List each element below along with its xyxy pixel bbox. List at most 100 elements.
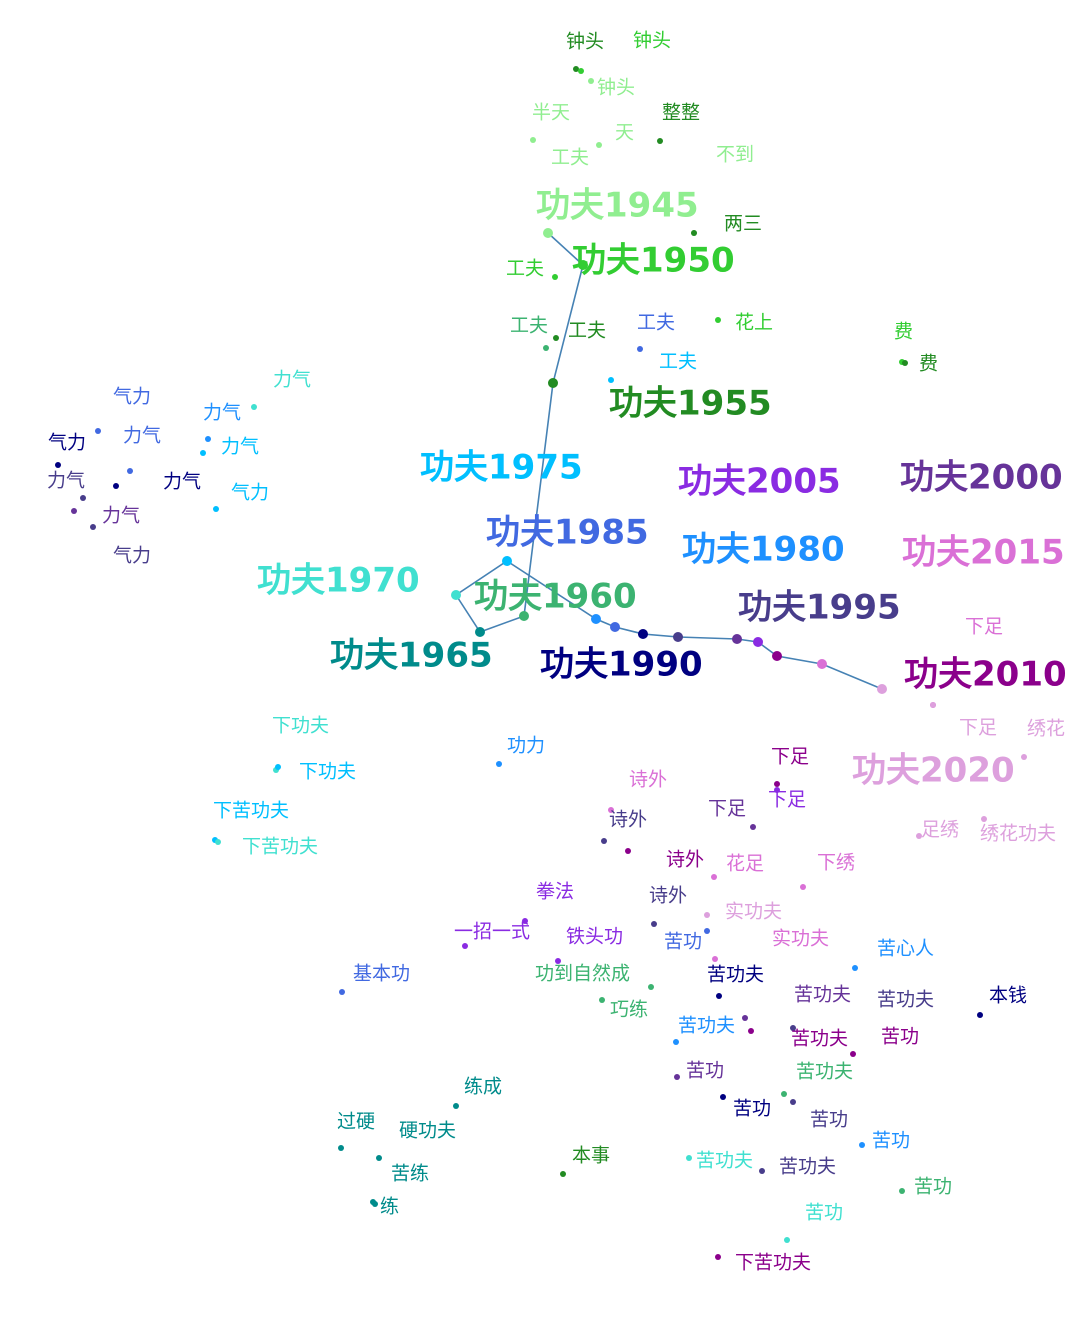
neighbor-point (553, 335, 559, 341)
neighbor-label: 天 (615, 122, 634, 144)
neighbor-label: 苦功 (810, 1109, 848, 1131)
neighbor-label: 力气 (221, 436, 259, 458)
neighbor-label: 工夫 (568, 320, 606, 342)
trajectory-point (732, 634, 742, 644)
neighbor-points-layer (55, 66, 1027, 1260)
neighbor-point (899, 1188, 905, 1194)
neighbor-label: 功到自然成 (535, 963, 630, 985)
neighbor-label: 苦功夫 (796, 1061, 853, 1083)
neighbor-label: 拳法 (536, 881, 574, 903)
neighbor-point (543, 345, 549, 351)
neighbor-label: 一招一式 (454, 921, 530, 943)
trajectory-point (519, 611, 529, 621)
trajectory-point (451, 590, 461, 600)
neighbor-label: 苦练 (391, 1163, 429, 1185)
trajectory-point (543, 228, 553, 238)
trajectory-line (454, 232, 883, 690)
neighbor-label: 下功夫 (299, 761, 356, 783)
neighbor-point (90, 524, 96, 530)
neighbor-label: 苦功 (686, 1060, 724, 1082)
neighbor-point (742, 1015, 748, 1021)
neighbor-label: 诗外 (649, 885, 687, 907)
neighbor-label: 绣花功夫 (980, 823, 1056, 845)
neighbor-label: 实功夫 (725, 901, 782, 923)
neighbor-point (215, 839, 221, 845)
neighbor-label: 实功夫 (772, 928, 829, 950)
year-label: 功夫1975 (420, 448, 583, 488)
neighbor-point (596, 142, 602, 148)
trajectory-point (877, 684, 887, 694)
trajectory-point (638, 629, 648, 639)
neighbor-label: 气力 (113, 386, 151, 408)
neighbor-label: 钟头 (633, 30, 671, 52)
neighbor-point (651, 921, 657, 927)
trajectory-line-layer (454, 232, 883, 690)
trajectory-point (610, 622, 620, 632)
year-label: 功夫1990 (540, 645, 703, 685)
trajectory-point (591, 614, 601, 624)
neighbor-point (774, 787, 780, 793)
neighbor-label: 力气 (102, 505, 140, 527)
neighbor-point (555, 958, 561, 964)
neighbor-label: 苦功夫 (791, 1028, 848, 1050)
neighbor-point (781, 1091, 787, 1097)
neighbor-label: 力气 (163, 471, 201, 493)
trajectory-point (817, 659, 827, 669)
neighbor-label: 诗外 (629, 769, 667, 791)
neighbor-point (790, 1025, 796, 1031)
neighbor-label: 苦功 (733, 1098, 771, 1120)
neighbor-label: 气力 (48, 432, 86, 454)
neighbor-point (372, 1201, 378, 1207)
neighbor-point (1021, 754, 1027, 760)
trajectory-point (753, 637, 763, 647)
neighbor-point (637, 346, 643, 352)
neighbor-point (599, 997, 605, 1003)
neighbor-point (674, 1074, 680, 1080)
year-label: 功夫2005 (678, 462, 841, 502)
neighbor-label: 绣花 (1027, 718, 1065, 740)
neighbor-point (496, 761, 502, 767)
neighbor-label: 诗外 (666, 849, 704, 871)
trajectory-points-layer (451, 228, 887, 694)
neighbor-point (712, 956, 718, 962)
neighbor-label: 工夫 (637, 312, 675, 334)
neighbor-label: 苦功夫 (707, 964, 764, 986)
neighbor-label: 本钱 (989, 985, 1027, 1007)
neighbor-label: 基本功 (353, 963, 410, 985)
neighbor-label: 下足 (768, 789, 806, 811)
neighbor-label: 下绣 (817, 852, 855, 874)
year-label: 功夫2020 (852, 751, 1015, 791)
neighbor-label: 苦功夫 (779, 1156, 836, 1178)
neighbor-label: 下苦功夫 (242, 836, 318, 858)
neighbor-label: 钟头 (597, 77, 635, 99)
neighbor-point (80, 495, 86, 501)
neighbor-label: 苦功夫 (678, 1015, 735, 1037)
neighbor-label: 苦功 (805, 1202, 843, 1224)
trajectory-point (548, 378, 558, 388)
neighbor-point (578, 68, 584, 74)
neighbor-point (711, 874, 717, 880)
neighbor-point (530, 137, 536, 143)
neighbor-label: 费 (919, 353, 938, 375)
neighbor-label: 硬功夫 (399, 1120, 456, 1142)
neighbor-label: 本事 (572, 1145, 610, 1167)
neighbor-label: 下功夫 (272, 715, 329, 737)
neighbor-label: 下苦功夫 (213, 800, 289, 822)
neighbor-label: 苦功 (664, 931, 702, 953)
neighbor-label: 苦功夫 (877, 989, 934, 1011)
neighbor-label: 花足 (726, 853, 764, 875)
neighbor-point (850, 1051, 856, 1057)
neighbor-point (339, 989, 345, 995)
neighbor-point (588, 78, 594, 84)
trajectory-point (578, 260, 588, 270)
neighbor-point (625, 848, 631, 854)
neighbor-label: 苦功夫 (794, 984, 851, 1006)
neighbor-point (648, 984, 654, 990)
neighbor-label: 功力 (507, 735, 545, 757)
neighbor-point (715, 1254, 721, 1260)
neighbor-label: 练 (380, 1196, 399, 1218)
neighbor-label: 苦心人 (877, 938, 934, 960)
neighbor-label: 巧练 (610, 999, 648, 1021)
year-label: 功夫1980 (682, 530, 845, 570)
neighbor-point (800, 884, 806, 890)
